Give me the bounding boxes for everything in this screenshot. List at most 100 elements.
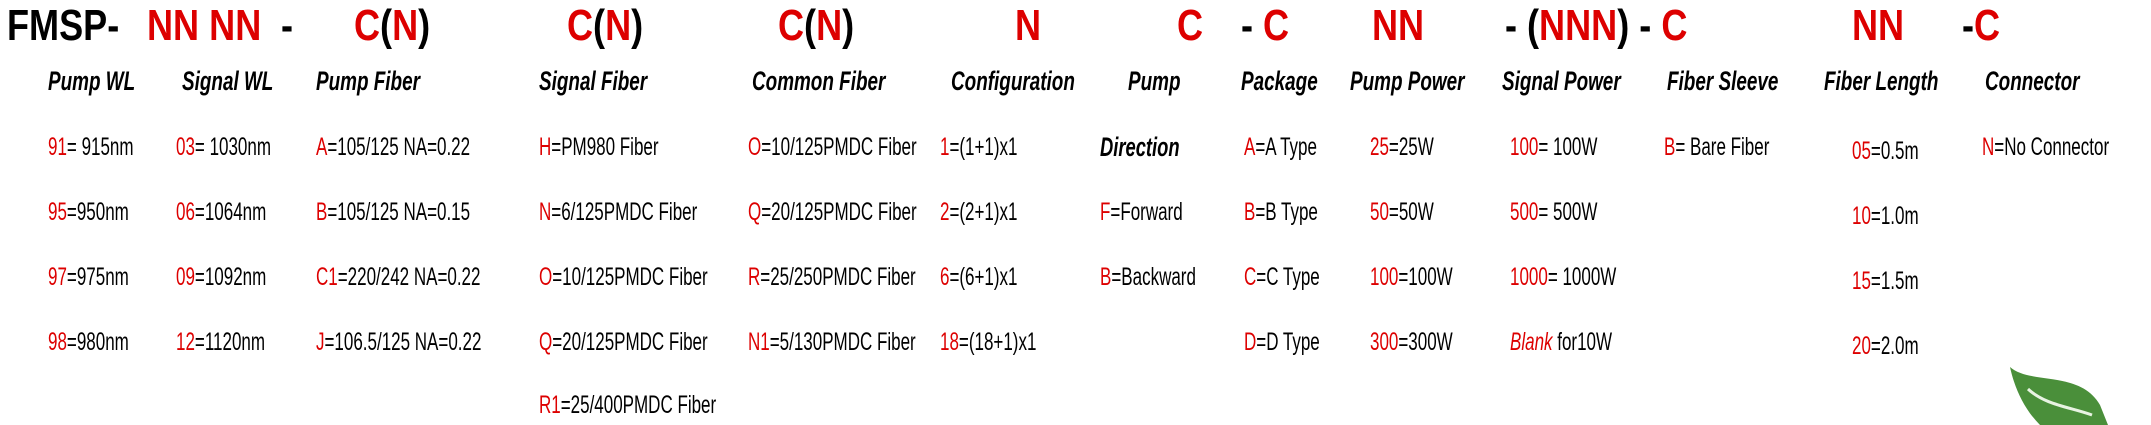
- option-description: = 915nm: [66, 133, 134, 161]
- option-code: 1000: [1510, 263, 1548, 291]
- code-segment: -C: [1962, 4, 2000, 48]
- option-item: N=6/125PMDC Fiber: [539, 198, 697, 226]
- column-header: Signal Fiber: [539, 66, 648, 96]
- code-part: (: [593, 1, 606, 50]
- option-description: =25W: [1388, 133, 1434, 161]
- code-segment: NN: [1852, 4, 1904, 48]
- option-item: 12=1120nm: [176, 328, 265, 356]
- option-code: 97: [48, 263, 67, 291]
- option-code: B: [1664, 133, 1676, 161]
- option-code: 05: [1852, 137, 1871, 165]
- column-header: Pump Fiber: [316, 66, 420, 96]
- option-item: A=105/125 NA=0.22: [316, 133, 470, 161]
- option-item: N1=5/130PMDC Fiber: [748, 328, 916, 356]
- option-description: =20/125PMDC Fiber: [761, 198, 917, 226]
- option-code: 15: [1852, 267, 1871, 295]
- option-description: =1.0m: [1870, 202, 1919, 230]
- option-description: = 100W: [1538, 133, 1598, 161]
- option-description: =(2+1)x1: [949, 198, 1018, 226]
- option-code: R: [748, 263, 761, 291]
- option-item: 1=(1+1)x1: [940, 133, 1017, 161]
- option-description: =B Type: [1255, 198, 1318, 226]
- option-item: 91= 915nm: [48, 133, 134, 161]
- option-code: A: [316, 133, 328, 161]
- code-part: ) -: [1617, 1, 1662, 50]
- option-item: 1000= 1000W: [1510, 263, 1616, 291]
- code-segment: C(N): [354, 4, 430, 48]
- option-description: =No Connector: [1994, 133, 2110, 161]
- option-description: = Bare Fiber: [1675, 133, 1770, 161]
- option-description: =6/125PMDC Fiber: [551, 198, 698, 226]
- option-description: for10W: [1552, 328, 1613, 356]
- option-item: 300=300W: [1370, 328, 1453, 356]
- code-part: ): [842, 1, 855, 50]
- option-description: =A Type: [1255, 133, 1317, 161]
- option-description: =10/125PMDC Fiber: [552, 263, 708, 291]
- option-item: B=105/125 NA=0.15: [316, 198, 470, 226]
- option-item: R1=25/400PMDC Fiber: [539, 391, 716, 419]
- option-description: =(1+1)x1: [949, 133, 1018, 161]
- column-header: Signal WL: [182, 66, 274, 96]
- column-header: Pump: [1128, 66, 1181, 96]
- option-item: O=10/125PMDC Fiber: [539, 263, 708, 291]
- code-part: N: [605, 1, 632, 50]
- option-code: 500: [1510, 198, 1539, 226]
- code-segment: NN: [1372, 4, 1424, 48]
- code-segment: N: [1015, 4, 1041, 48]
- option-item: 100=100W: [1370, 263, 1453, 291]
- option-code: J: [316, 328, 325, 356]
- code-part: (: [380, 1, 393, 50]
- option-item: B=Backward: [1100, 263, 1196, 291]
- option-code: C: [1244, 263, 1257, 291]
- option-item: C=C Type: [1244, 263, 1320, 291]
- code-segment: C(N): [778, 4, 854, 48]
- code-part: N: [1015, 1, 1042, 50]
- code-part: -: [281, 1, 294, 50]
- code-segment: FMSP-: [7, 4, 119, 48]
- code-part: -: [1962, 1, 1975, 50]
- code-segment: -: [281, 4, 293, 48]
- code-segment: NN NN: [147, 4, 261, 48]
- option-item: 98=980nm: [48, 328, 129, 356]
- code-part: C: [1974, 1, 2001, 50]
- option-code: 10: [1852, 202, 1871, 230]
- option-item: 15=1.5m: [1852, 267, 1919, 295]
- code-part: C: [1661, 1, 1688, 50]
- option-description: =2.0m: [1870, 332, 1919, 360]
- option-code: Blank: [1510, 328, 1553, 356]
- column-header: Signal Power: [1502, 66, 1621, 96]
- option-description: =50W: [1388, 198, 1434, 226]
- option-code: 18: [940, 328, 959, 356]
- option-item: C1=220/242 NA=0.22: [316, 263, 480, 291]
- column-header: Pump WL: [48, 66, 136, 96]
- option-code: N1: [748, 328, 770, 356]
- option-item: F=Forward: [1100, 198, 1183, 226]
- code-part: ): [418, 1, 431, 50]
- option-item: Blank for10W: [1510, 328, 1612, 356]
- option-description: =Forward: [1110, 198, 1183, 226]
- option-code: O: [539, 263, 553, 291]
- code-part: C: [1177, 1, 1204, 50]
- code-part: NN: [1852, 1, 1905, 50]
- code-part: -: [1241, 1, 1264, 50]
- option-code: 50: [1370, 198, 1389, 226]
- option-code: Q: [748, 198, 762, 226]
- option-description: =1120nm: [194, 328, 266, 356]
- code-part: NN: [1372, 1, 1425, 50]
- code-part: C: [354, 1, 381, 50]
- option-item: 95=950nm: [48, 198, 129, 226]
- code-part: - (: [1505, 1, 1540, 50]
- code-part: NN NN: [147, 1, 262, 50]
- code-part: N: [816, 1, 843, 50]
- option-code: 6: [940, 263, 950, 291]
- option-description: =300W: [1398, 328, 1453, 356]
- code-part: (: [804, 1, 817, 50]
- option-description: =980nm: [66, 328, 129, 356]
- option-description: =1.5m: [1870, 267, 1919, 295]
- option-description: =220/242 NA=0.22: [337, 263, 481, 291]
- option-item: 500= 500W: [1510, 198, 1597, 226]
- option-code: 91: [48, 133, 67, 161]
- option-description: =975nm: [66, 263, 129, 291]
- option-item: N=No Connector: [1982, 133, 2109, 161]
- option-item: D=D Type: [1244, 328, 1320, 356]
